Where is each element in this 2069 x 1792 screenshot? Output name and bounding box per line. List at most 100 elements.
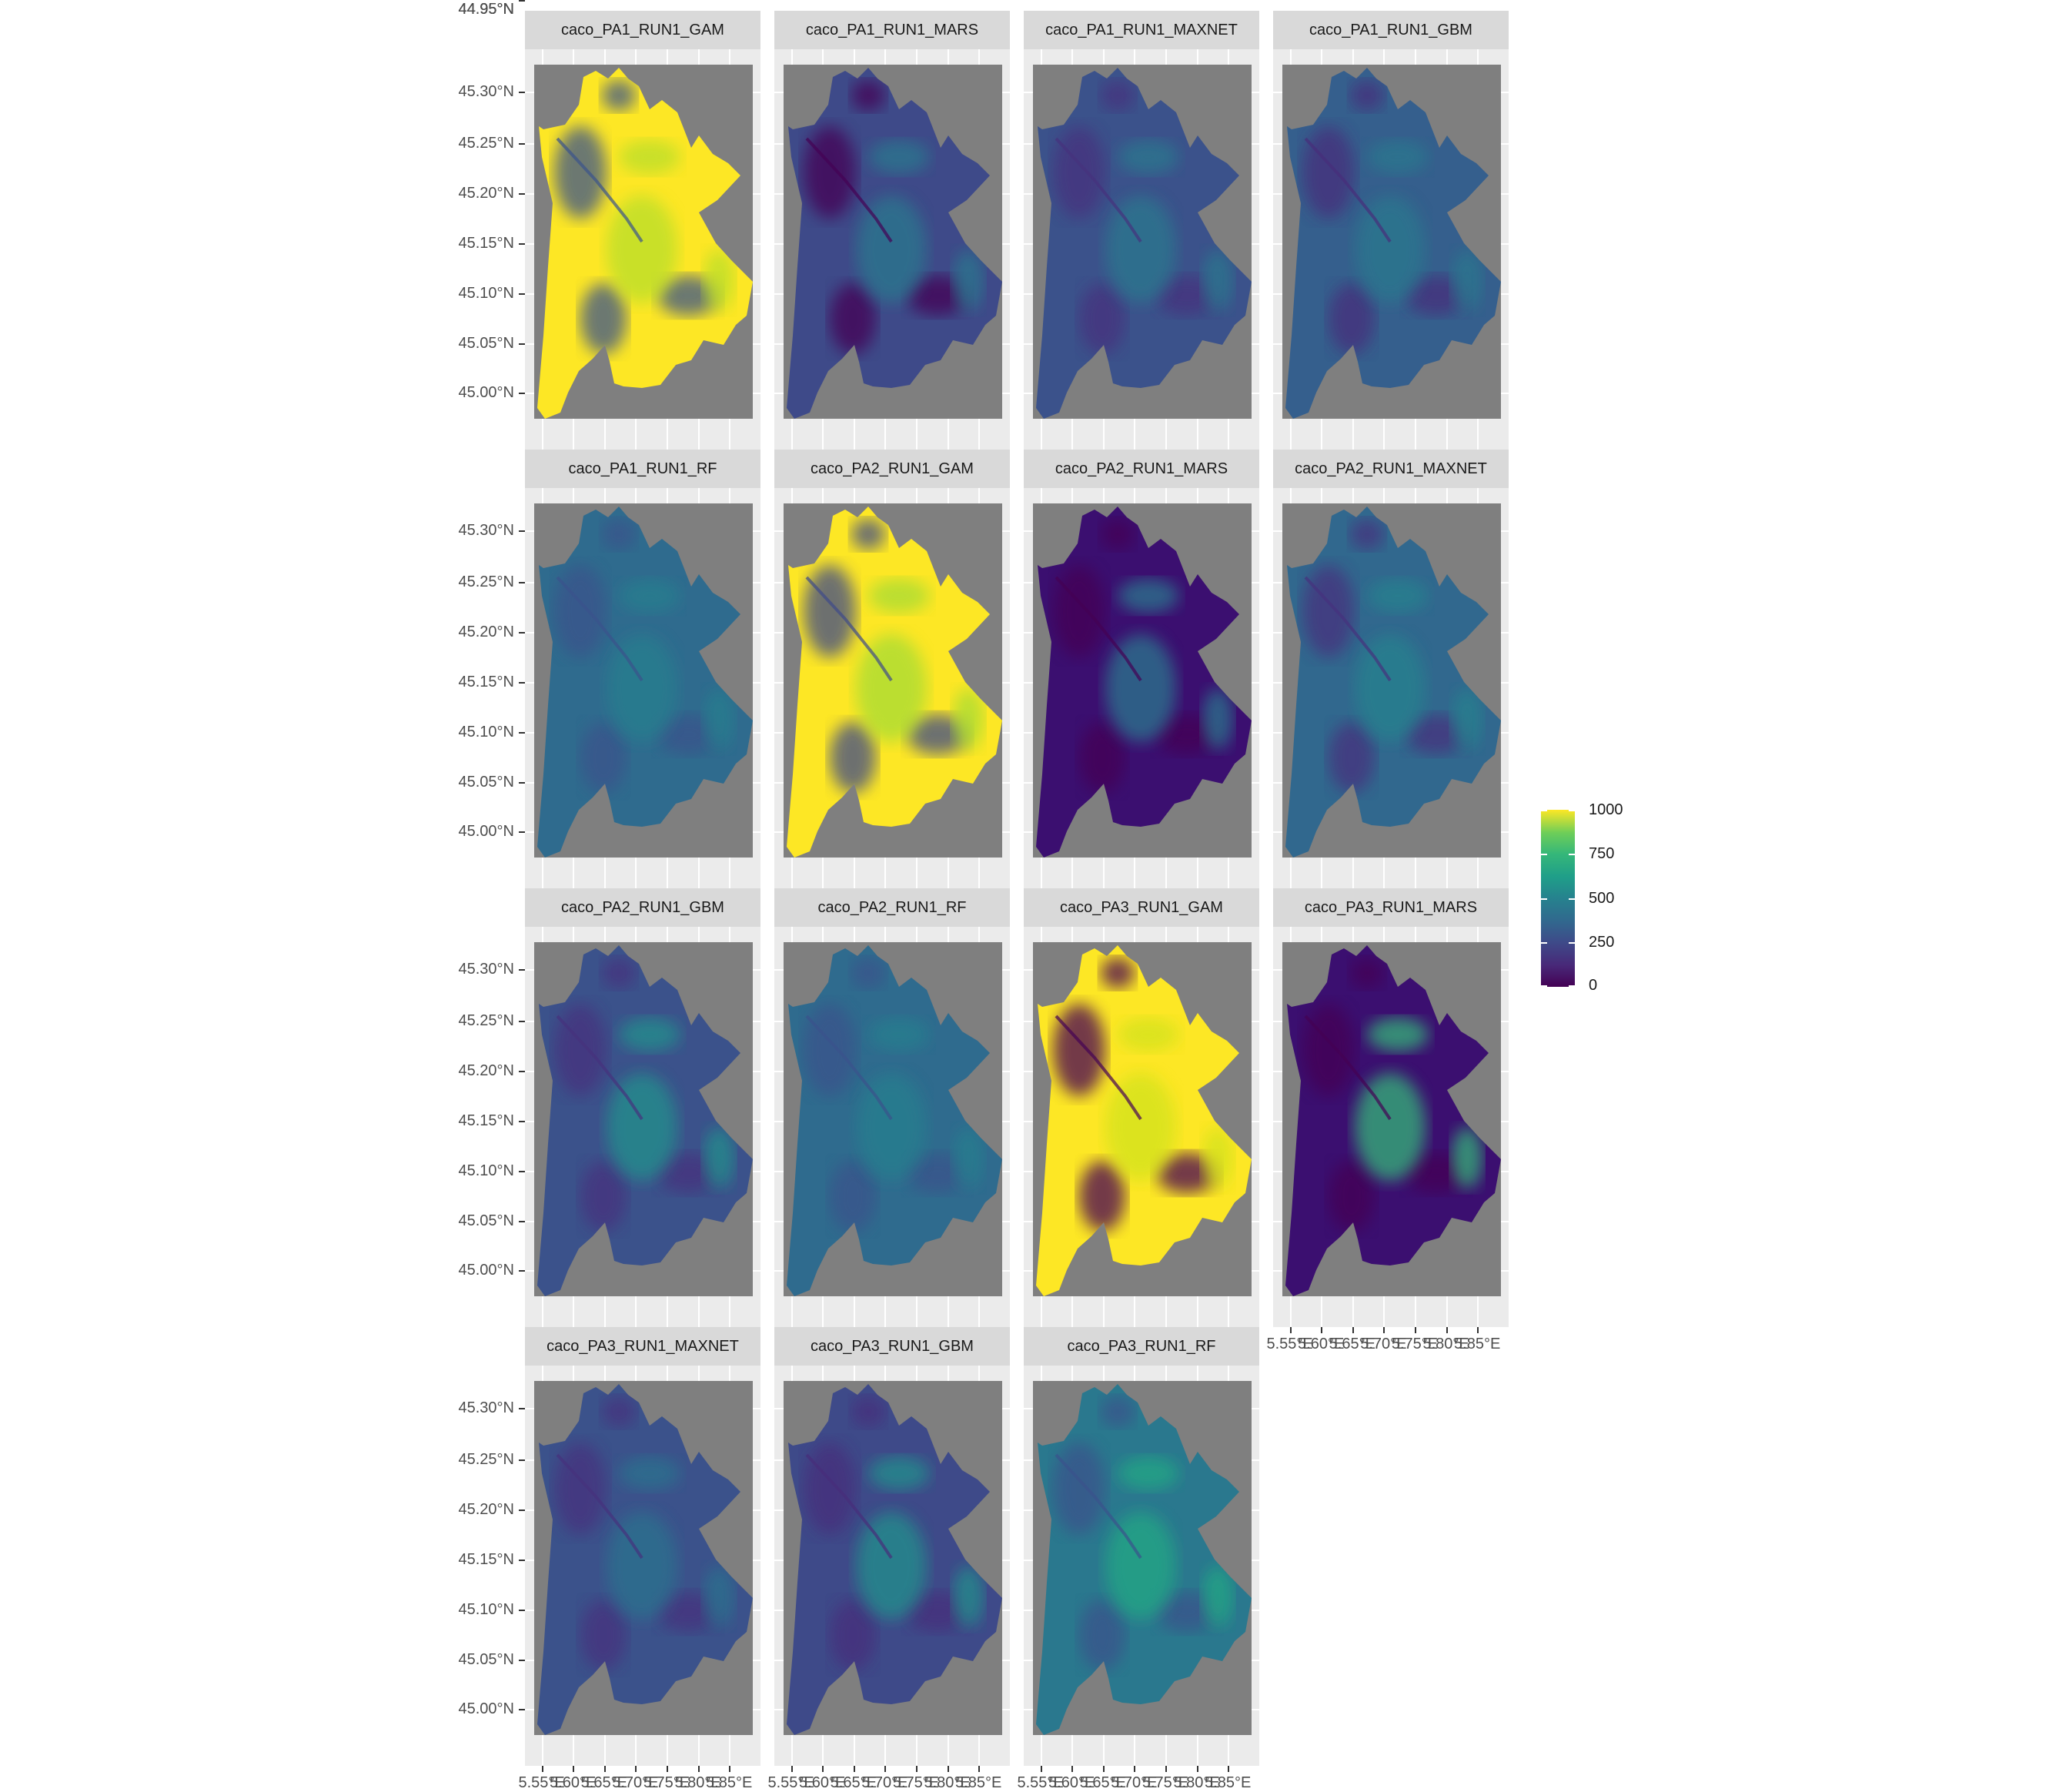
raster-patch — [554, 1004, 607, 1096]
raster-patch — [804, 126, 856, 219]
raster-patch — [856, 1073, 927, 1181]
raster-map — [1033, 1381, 1252, 1735]
river-feature — [805, 1453, 893, 1560]
raster-patch — [619, 140, 680, 174]
y-tick-label: 44.95°N — [458, 1, 515, 18]
raster-patch — [1101, 80, 1135, 111]
raster-patch — [1079, 1600, 1125, 1670]
colorbar-tick — [1569, 810, 1575, 811]
x-tick-mark — [1446, 1327, 1448, 1333]
river-feature — [1055, 137, 1142, 243]
raster-svg — [1036, 945, 1252, 1296]
raster-patch — [1156, 1592, 1218, 1632]
x-tick-mark — [1321, 1327, 1323, 1333]
raster-patch — [1202, 1566, 1233, 1627]
raster-map — [534, 65, 753, 419]
raster-patch — [1355, 634, 1426, 742]
y-tick-label: 44.95°N — [458, 1, 515, 18]
raster-patch — [554, 1443, 607, 1535]
raster-patch — [554, 565, 607, 657]
raster-patch — [554, 126, 607, 219]
raster-svg — [537, 1384, 753, 1735]
y-tick-label: 45.30°N — [458, 1399, 515, 1417]
x-tick-mark — [1352, 1327, 1354, 1333]
y-tick-mark — [519, 969, 525, 971]
y-tick-mark — [519, 831, 525, 834]
y-tick-label: 44.95°N — [458, 1, 515, 18]
facet-strip-caco-pa1-run1-mars: caco_PA1_RUN1_MARS — [774, 11, 1010, 49]
facet-strip-caco-pa1-run1-maxnet: caco_PA1_RUN1_MAXNET — [1024, 11, 1259, 49]
y-tick-label: 45.15°N — [458, 235, 515, 252]
facet-strip-caco-pa3-run1-maxnet: caco_PA3_RUN1_MAXNET — [525, 1327, 760, 1366]
x-tick-mark — [1228, 1766, 1230, 1772]
y-tick-mark — [519, 1659, 525, 1661]
colorbar-legend: 1000 750 500 250 0 — [1541, 801, 1633, 1002]
raster-patch — [953, 249, 984, 311]
y-tick-label: 45.10°N — [458, 723, 515, 741]
raster-patch — [1118, 140, 1179, 174]
raster-patch — [607, 1073, 677, 1181]
y-tick-mark — [519, 1220, 525, 1222]
x-tick-mark — [978, 1766, 981, 1772]
y-tick-label: 45.15°N — [458, 1551, 515, 1568]
y-tick-mark — [519, 582, 525, 584]
facet-strip-caco-pa3-run1-mars: caco_PA3_RUN1_MARS — [1273, 888, 1509, 927]
raster-patch — [1302, 126, 1355, 219]
raster-patch — [1406, 1153, 1467, 1193]
raster-svg — [1285, 945, 1501, 1296]
raster-map — [1033, 942, 1252, 1296]
colorbar-tick — [1569, 854, 1575, 855]
raster-patch — [657, 1153, 719, 1193]
y-tick-mark — [519, 1509, 525, 1512]
raster-map — [534, 503, 753, 858]
raster-patch — [619, 579, 680, 613]
y-tick-label: 45.20°N — [458, 1062, 515, 1080]
x-tick-label: 5.60°E — [1298, 1336, 1345, 1352]
raster-patch — [1367, 579, 1429, 613]
raster-patch — [1367, 140, 1429, 174]
y-tick-label: 45.10°N — [458, 1600, 515, 1618]
y-tick-mark — [519, 393, 525, 395]
river-feature — [805, 137, 893, 243]
raster-map — [534, 1381, 753, 1735]
raster-patch — [1053, 126, 1105, 219]
facet-strip-caco-pa2-run1-rf: caco_PA2_RUN1_RF — [774, 888, 1010, 927]
x-tick-label: 5.80°E — [1422, 1336, 1469, 1352]
x-tick-mark — [790, 1766, 793, 1772]
raster-patch — [1156, 714, 1218, 754]
y-tick-label: 45.30°N — [458, 961, 515, 978]
river-feature — [1055, 1015, 1142, 1121]
raster-patch — [856, 634, 927, 742]
river-feature — [1055, 576, 1142, 682]
raster-patch — [602, 519, 636, 550]
raster-patch — [657, 1592, 719, 1632]
raster-patch — [804, 1443, 856, 1535]
raster-patch — [1452, 688, 1482, 750]
colorbar-tick — [1541, 942, 1547, 944]
raster-patch — [830, 1600, 876, 1670]
raster-svg — [787, 68, 1002, 419]
river-feature — [1304, 576, 1392, 682]
raster-patch — [657, 276, 719, 316]
raster-patch — [830, 722, 876, 793]
raster-patch — [1105, 1073, 1176, 1181]
y-tick-label: 45.15°N — [458, 674, 515, 690]
y-tick-label: 45.05°N — [458, 1650, 515, 1668]
y-tick-label: 45.25°N — [458, 573, 515, 591]
y-tick-mark — [519, 682, 525, 684]
y-tick-mark — [519, 1408, 525, 1410]
x-tick-label: 5.70°E — [1360, 1336, 1407, 1352]
raster-map — [784, 503, 1002, 858]
y-tick-mark — [519, 1609, 525, 1611]
raster-svg — [537, 507, 753, 858]
colorbar-tick — [1541, 854, 1547, 855]
y-tick-label: 45.00°N — [458, 1262, 515, 1279]
y-tick-label: 44.95°N — [458, 1, 515, 18]
y-tick-label: 45.00°N — [458, 384, 515, 402]
facet-strip-caco-pa1-run1-gam: caco_PA1_RUN1_GAM — [525, 11, 760, 49]
raster-patch — [1329, 283, 1375, 354]
raster-map — [1033, 65, 1252, 419]
raster-patch — [1202, 688, 1233, 750]
raster-patch — [704, 688, 734, 750]
raster-patch — [868, 1456, 930, 1490]
